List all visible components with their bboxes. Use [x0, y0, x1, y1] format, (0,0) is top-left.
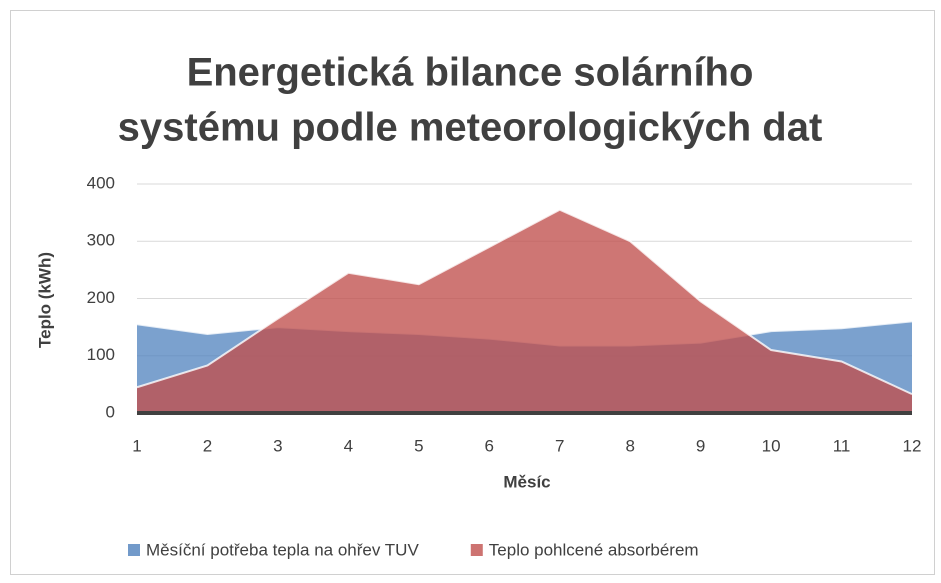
x-tick-label: 10 [762, 436, 781, 455]
legend-label: Měsíční potřeba tepla na ohřev TUV [146, 540, 419, 559]
legend-swatch [128, 544, 140, 556]
x-tick-label: 7 [555, 436, 564, 455]
area [137, 209, 912, 413]
chart-title: Energetická bilance solárního [187, 51, 754, 95]
y-tick-label: 0 [106, 402, 115, 421]
x-axis-label: Měsíc [503, 472, 550, 491]
x-tick-label: 2 [203, 436, 212, 455]
y-tick-label: 100 [87, 345, 115, 364]
x-tick-label: 1 [132, 436, 141, 455]
y-tick-label: 200 [87, 288, 115, 307]
area-edge [136, 208, 913, 396]
x-tick-label: 11 [833, 436, 851, 455]
x-tick-label: 9 [696, 436, 705, 455]
chart-title: systému podle meteorologických dat [118, 106, 823, 150]
legend-label: Teplo pohlcené absorbérem [489, 540, 699, 559]
x-tick-label: 5 [414, 436, 423, 455]
x-tick-label: 8 [625, 436, 634, 455]
y-tick-label: 300 [87, 231, 115, 250]
x-tick-label: 4 [344, 436, 353, 455]
y-tick-label: 400 [87, 173, 115, 192]
legend-swatch [470, 544, 483, 556]
x-tick-label: 3 [273, 436, 282, 455]
y-axis-label: Teplo (kWh) [35, 252, 54, 348]
x-tick-label: 6 [485, 436, 494, 455]
x-tick-label: 12 [903, 436, 922, 455]
